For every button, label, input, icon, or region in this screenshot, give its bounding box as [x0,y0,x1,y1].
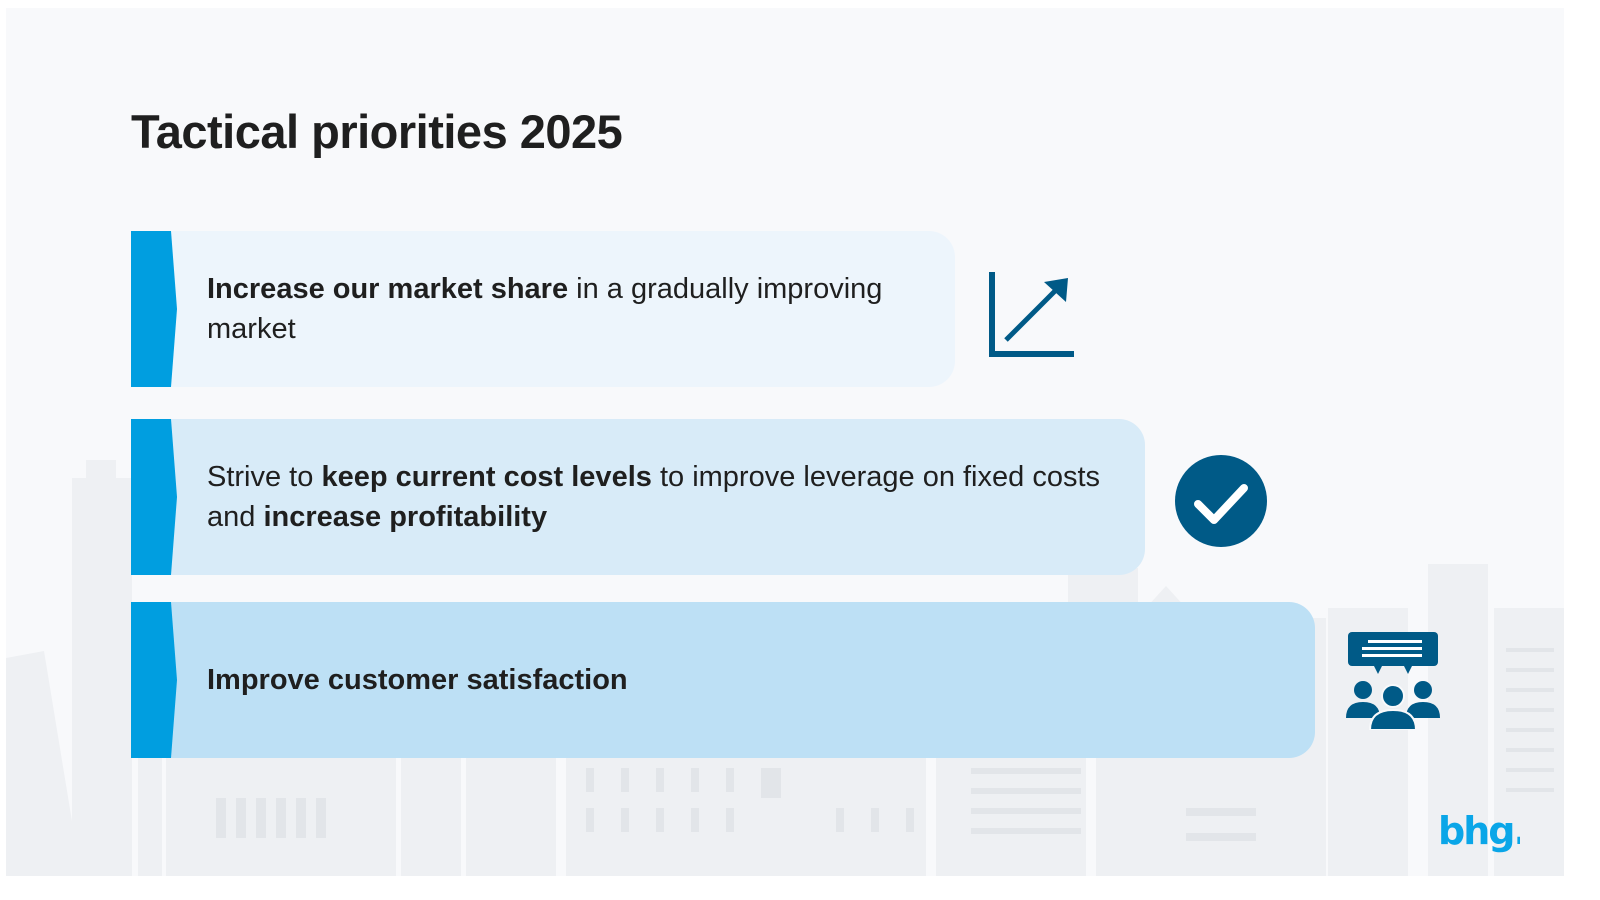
priority-band-customer-satisfaction: Improve customer satisfaction [131,602,1315,758]
priority-text: Increase our market share in a gradually… [207,231,941,387]
priority-emphasis: Improve customer satisfaction [207,664,628,696]
priority-text-part: Strive to [207,461,322,493]
priority-marker [131,419,177,575]
priority-emphasis: keep current cost levels [321,461,652,493]
priority-marker [131,231,177,387]
priority-band-market-share: Increase our market share in a gradually… [131,231,955,387]
slide: Tactical priorities 2025 Increase our ma… [6,8,1564,876]
customers-feedback-icon [1346,632,1440,730]
priority-text-part: in a gradually improving market [207,273,883,345]
slide-title: Tactical priorities 2025 [131,105,623,158]
city-skyline-background [6,460,1564,876]
priority-text: Improve customer satisfaction [207,602,1301,758]
checkmark-circle-icon [1175,455,1267,547]
priority-emphasis: Increase our market share [207,273,569,305]
priority-text-part: to improve leverage on fixed costs and [207,461,1101,533]
priority-emphasis: increase profitability [263,501,548,533]
logo-text: bhg. [1438,809,1520,853]
priority-band-cost-levels: Strive to keep current cost levels to im… [131,419,1145,575]
bhg-logo: bhg. [1438,809,1520,853]
priority-text: Strive to keep current cost levels to im… [207,419,1131,575]
priority-marker [131,602,177,758]
chart-up-arrow-icon [989,272,1074,357]
